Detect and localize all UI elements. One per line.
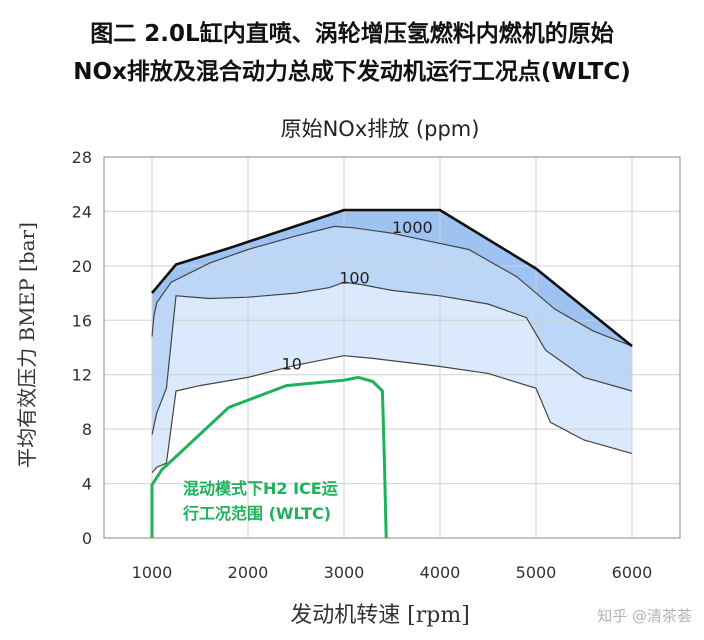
contour-line-10 (151, 355, 633, 474)
y-tick-label: 24 (72, 202, 92, 221)
contour-label-100: 100 (339, 269, 370, 288)
figure-title-line1: 图二 2.0L缸内直喷、涡轮增压氢燃料内燃机的原始 (90, 21, 614, 47)
nox-band-1 (152, 226, 632, 435)
y-tick-label: 28 (72, 148, 92, 167)
hybrid-operating-boundary (150, 375, 388, 539)
x-tick-label: 6000 (612, 563, 653, 582)
y-tick-label: 20 (72, 257, 92, 276)
y-tick-label: 12 (72, 366, 92, 385)
nox-band-2 (152, 282, 632, 473)
y-tick-label: 8 (82, 420, 92, 439)
x-tick-label: 2000 (228, 563, 269, 582)
contour-label-10: 10 (282, 354, 302, 373)
hybrid-label-line2: 行工况范围 (WLTC) (182, 504, 331, 523)
plot-frame (103, 156, 681, 539)
watermark: 知乎 @清茶荟 (597, 607, 692, 625)
full-load-curve (151, 208, 633, 348)
x-axis-label: 发动机转速 [rpm] (290, 603, 470, 628)
x-tick-label: 5000 (516, 563, 557, 582)
contour-line-100 (151, 281, 633, 435)
x-tick-label: 4000 (420, 563, 461, 582)
y-tick-label: 0 (82, 529, 92, 548)
x-tick-label: 3000 (324, 563, 365, 582)
figure-title-line2: NOx排放及混合动力总成下发动机运行工况点(WLTC) (73, 59, 631, 85)
chart-title: 原始NOx排放 (ppm) (281, 117, 480, 141)
y-tick-label: 4 (82, 475, 92, 494)
y-axis-label: 平均有效压力 BMEP [bar] (15, 222, 39, 468)
x-tick-label: 1000 (132, 563, 173, 582)
y-tick-label: 16 (72, 311, 92, 330)
contour-line-1000 (151, 225, 633, 347)
contour-label-1000: 1000 (392, 218, 433, 237)
hybrid-label-line1: 混动模式下H2 ICE运 (183, 479, 338, 498)
